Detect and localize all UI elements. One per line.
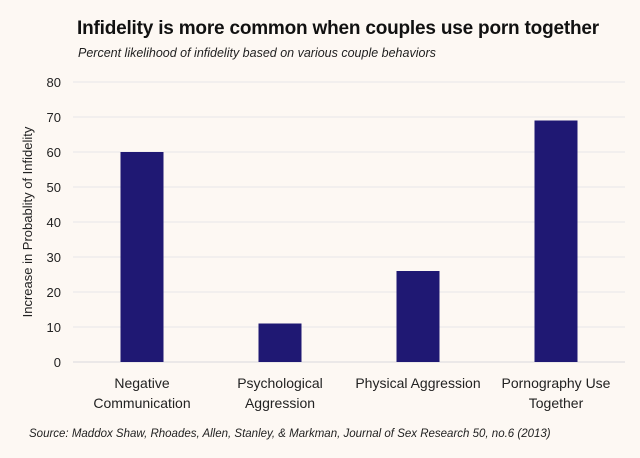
bar (120, 152, 164, 362)
y-tick-label: 60 (47, 145, 61, 160)
x-tick-label: Pornography Use Together (502, 375, 611, 411)
bar (534, 120, 578, 362)
y-tick-label: 0 (54, 355, 61, 370)
x-tick-label: Physical Aggression (355, 375, 480, 391)
chart-subtitle: Percent likelihood of infidelity based o… (78, 46, 436, 60)
y-axis-label: Increase in Probablity of Infidelity (20, 126, 35, 317)
y-tick-label: 80 (47, 75, 61, 90)
x-tick-label: Psychological Aggression (237, 375, 323, 411)
x-tick-label: Negative Communication (93, 375, 190, 411)
y-tick-label: 70 (47, 110, 61, 125)
y-tick-label: 20 (47, 285, 61, 300)
y-tick-label: 50 (47, 180, 61, 195)
bar (258, 323, 302, 362)
y-tick-label: 10 (47, 320, 61, 335)
y-tick-label: 30 (47, 250, 61, 265)
y-tick-label: 40 (47, 215, 61, 230)
source-note: Source: Maddox Shaw, Rhoades, Allen, Sta… (29, 428, 551, 440)
chart-title: Infidelity is more common when couples u… (77, 18, 599, 39)
bar (396, 271, 440, 362)
